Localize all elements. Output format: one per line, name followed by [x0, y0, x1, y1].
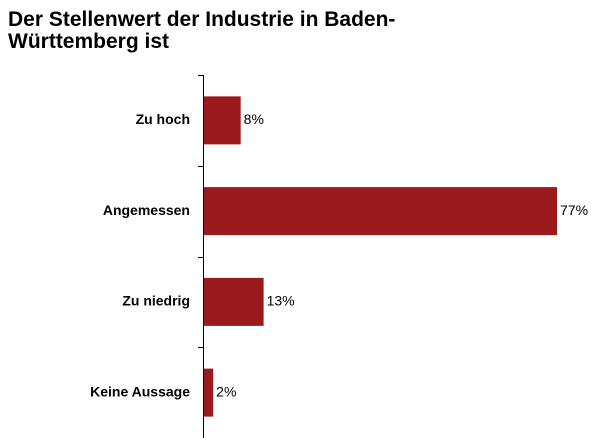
- value-label: 13%: [267, 293, 295, 309]
- value-label: 77%: [560, 202, 588, 218]
- bar: [204, 368, 214, 417]
- category-label: Keine Aussage: [90, 383, 190, 399]
- value-label: 8%: [244, 111, 264, 127]
- bar: [204, 96, 241, 145]
- category-label: Angemessen: [103, 202, 190, 218]
- bar: [204, 277, 264, 326]
- chart-title: Württemberg ist: [8, 30, 169, 53]
- bar: [204, 187, 558, 236]
- category-label: Zu hoch: [136, 111, 190, 127]
- chart-title: Der Stellenwert der Industrie in Baden-: [8, 8, 395, 31]
- category-label: Zu niedrig: [122, 293, 190, 309]
- value-label: 2%: [216, 383, 236, 399]
